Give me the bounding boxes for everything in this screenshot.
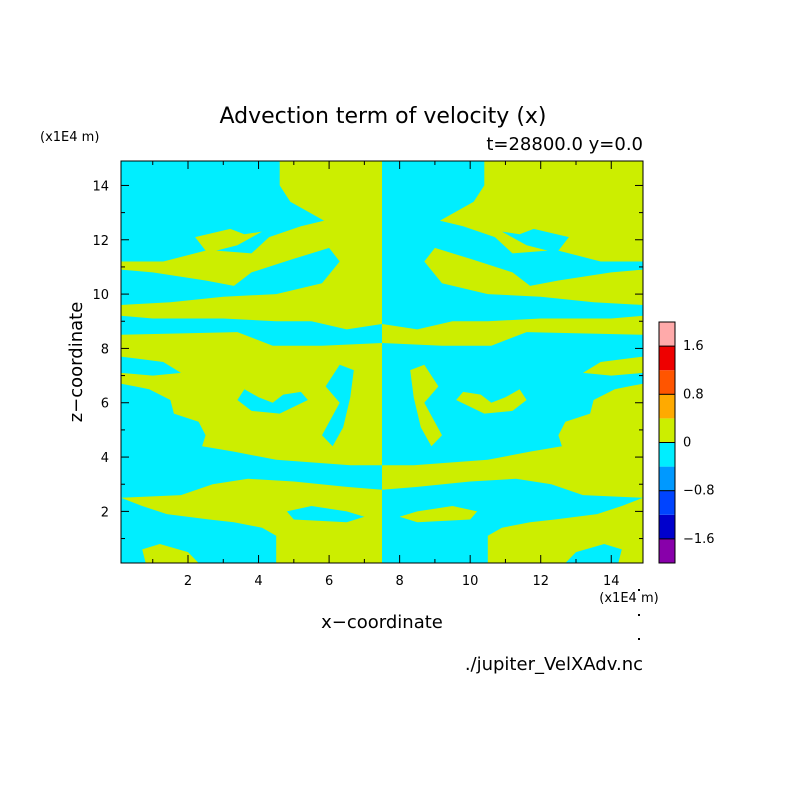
negative-island-left-0	[237, 389, 308, 414]
x-tick-label: 4	[254, 574, 262, 589]
x-tick-label: 10	[462, 574, 479, 589]
x-tick-label: 12	[532, 574, 549, 589]
colorbar-tick-label: −1.6	[683, 532, 715, 547]
x-tick-label: 6	[325, 574, 333, 589]
colorbar-band	[659, 394, 675, 419]
y-tick-label: 14	[92, 179, 109, 194]
positive-region-left-3	[142, 544, 199, 563]
chart-title: Advection term of velocity (x)	[219, 104, 546, 129]
colorbar-band	[659, 418, 675, 443]
plot-frame	[120, 160, 644, 564]
colorbar-tick-label: 0.8	[683, 387, 704, 402]
y-tick-label: 6	[101, 397, 109, 412]
y-axis: 2 4 6 8 10 12 14	[92, 179, 643, 540]
colorbar-band	[659, 322, 675, 347]
colorbar-band	[659, 490, 675, 515]
x-axis-label: x−coordinate	[321, 612, 443, 633]
y-tick-label: 12	[92, 234, 109, 249]
y-axis-label: z−coordinate	[66, 302, 87, 423]
negative-island-left-1	[322, 364, 354, 447]
y-tick-label: 10	[92, 288, 109, 303]
annotation-dots	[638, 589, 640, 640]
colorbar-tick-label: 1.6	[683, 339, 704, 354]
positive-island-right-2	[399, 506, 478, 523]
colorbar-band	[659, 370, 675, 395]
positive-region-left-2	[121, 478, 382, 563]
colorbar-band	[659, 466, 675, 491]
x-tick-label: 8	[395, 574, 403, 589]
y-tick-label: 4	[101, 451, 109, 466]
y-tick-label: 8	[101, 342, 109, 357]
colorbar-tick-label: 0	[683, 436, 691, 451]
x-tick-label: 14	[603, 574, 620, 589]
positive-island-right-0	[456, 389, 527, 414]
x-tick-label: 2	[184, 574, 192, 589]
colorbar-band	[659, 442, 675, 467]
y-unit-label: (x1E4 m)	[40, 130, 99, 145]
colorbar-band	[659, 538, 675, 563]
colorbar-band	[659, 346, 675, 371]
source-label: ./jupiter_VelXAdv.nc	[465, 654, 643, 675]
negative-region-right-2	[382, 478, 643, 563]
negative-region-right-0	[382, 161, 643, 330]
negative-island-left-2	[286, 506, 365, 523]
colorbar: −1.6 −0.8 0 0.8 1.6	[658, 321, 715, 564]
field-layer	[121, 161, 643, 563]
colorbar-tick-label: −0.8	[683, 484, 715, 499]
colorbar-band	[659, 514, 675, 539]
x-axis: 2 4 6 8 10 12 14	[152, 161, 620, 589]
y-tick-label: 2	[101, 505, 109, 520]
chart-subtitle: t=28800.0 y=0.0	[486, 134, 643, 155]
negative-region-right-3	[565, 544, 622, 563]
positive-island-right-1	[410, 364, 442, 447]
x-unit-label: (x1E4 m)	[599, 591, 658, 606]
positive-region-left-0	[121, 161, 382, 330]
plot-area	[120, 160, 644, 564]
